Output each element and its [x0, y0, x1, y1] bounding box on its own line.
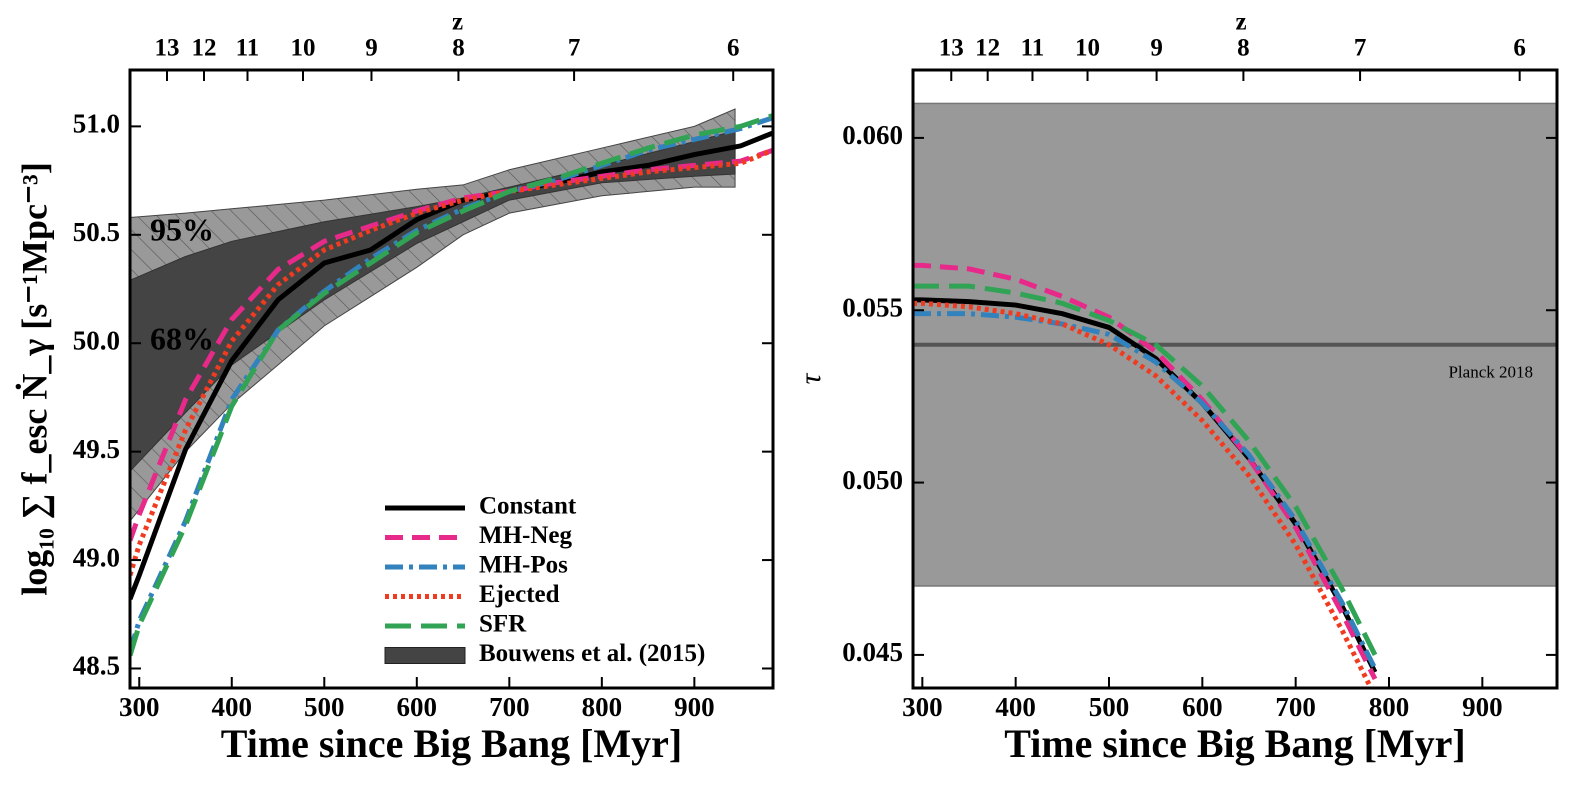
- x-tick-label: 700: [1275, 692, 1316, 722]
- series-line: [913, 283, 1378, 657]
- axes-frame: [911, 68, 1559, 690]
- legend-label: MH-Pos: [479, 552, 568, 579]
- x-tick-label: 800: [1369, 692, 1410, 722]
- legend-label: Constant: [479, 493, 577, 520]
- top-tick-label: 8: [452, 35, 465, 62]
- y-tick-label: 0.050: [842, 465, 903, 495]
- y-tick-label: 51.0: [73, 109, 120, 139]
- top-tick-label: 13: [939, 35, 964, 62]
- top-tick-label: 7: [568, 35, 581, 62]
- top-axis-label: z: [1235, 9, 1246, 36]
- x-tick-label: 900: [1462, 692, 1503, 722]
- x-tick-label: 400: [212, 692, 253, 722]
- x-tick-label: 900: [674, 692, 715, 722]
- top-tick-label: 9: [365, 35, 378, 62]
- top-axis-label: z: [452, 9, 463, 36]
- legend-label: MH-Neg: [479, 522, 573, 549]
- legend-swatch: [384, 647, 466, 664]
- x-tick-label: 500: [1089, 692, 1130, 722]
- series-line: [130, 130, 773, 600]
- x-tick-label: 600: [1182, 692, 1223, 722]
- legend-label: Bouwens et al. (2015): [479, 640, 705, 667]
- top-tick-label: 10: [291, 35, 316, 62]
- axes-frame: [128, 68, 775, 690]
- series-line: [913, 311, 1378, 670]
- top-tick-label: 12: [192, 35, 217, 62]
- x-tick-label: 800: [582, 692, 623, 722]
- x-tick-label: 700: [489, 692, 530, 722]
- y-tick-label: 0.045: [842, 637, 903, 667]
- x-axis-label: Time since Big Bang [Myr]: [1004, 721, 1465, 766]
- top-tick-label: 11: [1021, 35, 1045, 62]
- series-line: [130, 147, 773, 576]
- top-tick-label: 12: [975, 35, 1000, 62]
- series-line: [913, 300, 1374, 688]
- x-tick-label: 300: [902, 692, 943, 722]
- legend-label: Ejected: [479, 581, 560, 608]
- top-tick-label: 8: [1237, 35, 1250, 62]
- x-tick-label: 300: [119, 692, 160, 722]
- y-tick-label: 0.060: [842, 120, 903, 150]
- y-tick-label: 48.5: [73, 651, 120, 681]
- legend-label: SFR: [479, 611, 527, 638]
- series-line: [130, 147, 773, 542]
- top-tick-label: 11: [236, 35, 260, 62]
- top-tick-label: 7: [1354, 35, 1367, 62]
- y-axis-label: τ: [794, 372, 827, 384]
- series-line: [130, 113, 773, 657]
- y-tick-label: 50.0: [73, 325, 120, 355]
- band-95-hatch: [130, 109, 736, 522]
- y-tick-label: 50.5: [73, 217, 120, 247]
- x-tick-label: 400: [995, 692, 1036, 722]
- annotation: 95%: [150, 211, 214, 247]
- y-tick-label: 0.055: [842, 292, 903, 322]
- y-axis-label: log₁₀ ∑ f_esc Ṅ_γ [s⁻¹Mpc⁻³]: [14, 162, 54, 596]
- top-tick-label: 6: [1513, 35, 1526, 62]
- top-tick-label: 10: [1075, 35, 1100, 62]
- x-tick-label: 500: [304, 692, 345, 722]
- x-tick-label: 600: [397, 692, 438, 722]
- reference-label: Planck 2018: [1448, 363, 1533, 382]
- y-tick-label: 49.5: [73, 434, 120, 464]
- top-tick-label: 6: [727, 35, 740, 62]
- top-tick-label: 13: [155, 35, 180, 62]
- plot-area: [913, 102, 1557, 688]
- top-tick-label: 9: [1150, 35, 1163, 62]
- x-axis-label: Time since Big Bang [Myr]: [221, 721, 682, 766]
- annotation: 68%: [150, 320, 214, 356]
- plot-area: [130, 108, 773, 657]
- y-tick-label: 49.0: [73, 542, 120, 572]
